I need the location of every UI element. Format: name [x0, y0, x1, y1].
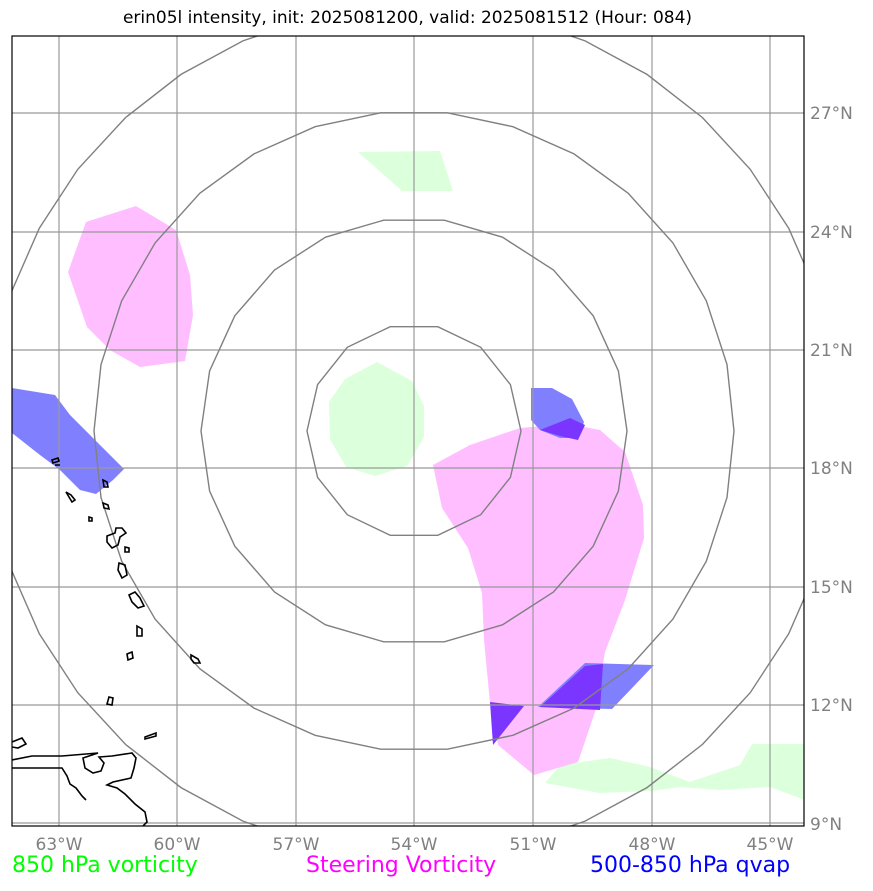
- island-outline: [136, 624, 143, 637]
- island-outline: [144, 731, 157, 741]
- distance-ring: [200, 219, 628, 643]
- legend-qvap: 500-850 hPa qvap: [590, 853, 791, 878]
- vort850-patch: [329, 362, 424, 476]
- map-title: erin05l intensity, init: 2025081200, val…: [122, 8, 693, 28]
- lon-label: 48°W: [629, 835, 676, 855]
- island-outline: [105, 696, 114, 706]
- lat-label: 12°N: [810, 696, 853, 716]
- legend-850hpa-vorticity: 850 hPa vorticity: [12, 853, 198, 878]
- lat-label: 18°N: [810, 459, 853, 479]
- island-outline: [126, 650, 134, 662]
- island-outline: [88, 515, 93, 522]
- island-outline: [124, 545, 130, 553]
- lat-label: 24°N: [810, 223, 853, 243]
- lat-label: 15°N: [810, 578, 853, 598]
- lon-label: 57°W: [273, 835, 320, 855]
- island-outline: [50, 456, 61, 466]
- lat-label: 9°N: [810, 815, 842, 835]
- qvap-overlap-patch: [540, 418, 585, 440]
- island-outline: [106, 527, 128, 549]
- island-outline: [127, 591, 146, 609]
- legend-steering-vorticity: Steering Vorticity: [306, 853, 497, 878]
- qvap-patch: [490, 702, 524, 745]
- island-outline: [101, 501, 111, 511]
- qvap-patch: [12, 388, 124, 494]
- map-frame: [11, 35, 805, 827]
- latitude-labels: 27°N 24°N 21°N 18°N 15°N 12°N 9°N: [810, 104, 853, 835]
- distance-ring: [306, 326, 522, 536]
- island-outline: [12, 737, 28, 749]
- island-outline: [190, 653, 202, 664]
- distance-ring: [12, 36, 804, 826]
- lon-label: 60°W: [154, 835, 201, 855]
- vort850-patch: [358, 151, 453, 191]
- lon-label: 45°W: [747, 835, 794, 855]
- coastline-south-america: [12, 752, 148, 826]
- coastlines: [12, 456, 202, 826]
- lon-label: 54°W: [391, 835, 438, 855]
- map-area: [12, 36, 804, 826]
- distance-ring: [93, 112, 735, 750]
- lon-label: 63°W: [36, 835, 83, 855]
- longitude-labels: 63°W 60°W 57°W 54°W 51°W 48°W 45°W: [36, 835, 794, 855]
- island-outline: [101, 478, 109, 488]
- distance-rings: [12, 36, 804, 826]
- lat-label: 21°N: [810, 341, 853, 361]
- vort850-shading: [329, 151, 804, 800]
- graticule: [12, 36, 804, 826]
- lat-label: 27°N: [810, 104, 853, 124]
- island-outline: [117, 561, 128, 580]
- steering-patch: [433, 424, 644, 775]
- vort850-patch: [545, 744, 804, 800]
- island-outline: [65, 491, 77, 504]
- lon-label: 51°W: [510, 835, 557, 855]
